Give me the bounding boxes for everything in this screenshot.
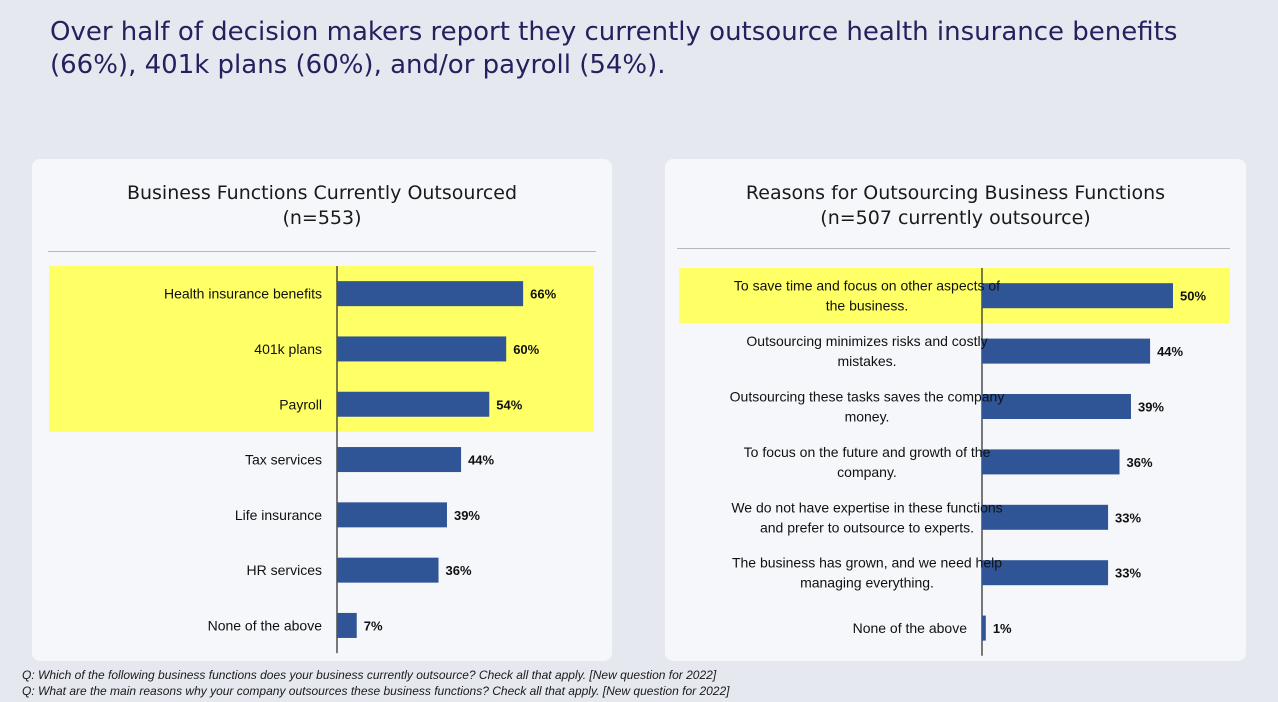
reasons-value-label-6: 1% bbox=[993, 621, 1012, 636]
reasons-chart-title: Reasons for Outsourcing Business Functio… bbox=[665, 181, 1246, 231]
reasons-chart-title-line1: Reasons for Outsourcing Business Functio… bbox=[745, 182, 1166, 204]
functions-outsourced-panel: Business Functions Currently Outsourced … bbox=[32, 159, 612, 661]
footnotes: Q: Which of the following business funct… bbox=[22, 667, 729, 699]
reasons-bar-6 bbox=[982, 615, 986, 641]
functions-value-label-4: 39% bbox=[454, 508, 480, 523]
functions-bar-3 bbox=[337, 447, 462, 473]
functions-bar-6 bbox=[337, 612, 357, 638]
page-headline: Over half of decision makers report they… bbox=[50, 17, 1178, 80]
reasons-title-divider bbox=[677, 248, 1230, 249]
functions-chart-sample-size: (n=553) bbox=[282, 207, 362, 229]
functions-chart-title-line1: Business Functions Currently Outsourced bbox=[126, 182, 518, 204]
functions-bar-0 bbox=[337, 281, 524, 307]
functions-chart-title: Business Functions Currently Outsourced … bbox=[32, 181, 612, 231]
reasons-value-label-0: 50% bbox=[1180, 289, 1206, 304]
reasons-value-label-5: 33% bbox=[1115, 566, 1141, 581]
functions-bar-chart: 66% Health insurance benefits 60% 401k plan… bbox=[49, 266, 594, 654]
reasons-value-label-1: 44% bbox=[1157, 344, 1183, 359]
functions-value-label-0: 66% bbox=[530, 287, 556, 302]
reasons-category-label-6: None of the above bbox=[853, 620, 968, 636]
functions-value-label-2: 54% bbox=[496, 397, 522, 412]
reasons-value-label-2: 39% bbox=[1138, 400, 1164, 415]
reasons-bar-chart: 50% To save time and focus on other aspec… bbox=[679, 268, 1230, 656]
functions-value-label-1: 60% bbox=[513, 342, 539, 357]
functions-value-label-5: 36% bbox=[446, 563, 472, 578]
reasons-category-label-4: We do not have expertise in these functi… bbox=[731, 499, 1002, 535]
footnote-question-2: Q: What are the main reasons why your co… bbox=[22, 684, 730, 698]
functions-category-label-0: Health insurance benefits bbox=[164, 286, 322, 302]
functions-category-label-5: HR services bbox=[247, 562, 322, 578]
reasons-outsourcing-panel: Reasons for Outsourcing Business Functio… bbox=[665, 159, 1246, 661]
reasons-chart-sample-size: (n=507 currently outsource) bbox=[820, 207, 1091, 229]
functions-bar-2 bbox=[337, 391, 490, 417]
reasons-bar-1 bbox=[982, 338, 1151, 364]
reasons-bar-5 bbox=[982, 560, 1109, 586]
functions-category-label-1: 401k plans bbox=[254, 341, 322, 357]
functions-value-label-3: 44% bbox=[468, 453, 494, 468]
functions-bar-1 bbox=[337, 336, 507, 362]
reasons-bar-4 bbox=[982, 504, 1109, 530]
reasons-bar-3 bbox=[982, 449, 1120, 475]
functions-title-divider bbox=[48, 251, 596, 252]
functions-value-label-6: 7% bbox=[364, 618, 383, 633]
functions-bar-4 bbox=[337, 502, 447, 528]
reasons-category-label-5: The business has grown, and we need help… bbox=[732, 555, 1002, 591]
reasons-bar-2 bbox=[982, 394, 1131, 419]
functions-category-label-4: Life insurance bbox=[235, 507, 322, 523]
functions-category-label-3: Tax services bbox=[245, 452, 322, 468]
reasons-category-label-0: To save time and focus on other aspects … bbox=[734, 278, 1000, 314]
reasons-category-label-3: To focus on the future and growth of the… bbox=[744, 444, 991, 480]
reasons-bar-0 bbox=[982, 283, 1173, 309]
functions-category-label-6: None of the above bbox=[208, 617, 323, 633]
footnote-question-1: Q: Which of the following business funct… bbox=[22, 668, 717, 682]
functions-category-label-2: Payroll bbox=[279, 396, 322, 412]
reasons-category-label-2: Outsourcing these tasks saves the compan… bbox=[730, 389, 1005, 425]
reasons-category-label-1: Outsourcing minimizes risks and costly mi… bbox=[746, 333, 987, 369]
reasons-value-label-3: 36% bbox=[1127, 455, 1153, 470]
functions-bar-5 bbox=[337, 557, 439, 583]
reasons-value-label-4: 33% bbox=[1115, 510, 1141, 525]
